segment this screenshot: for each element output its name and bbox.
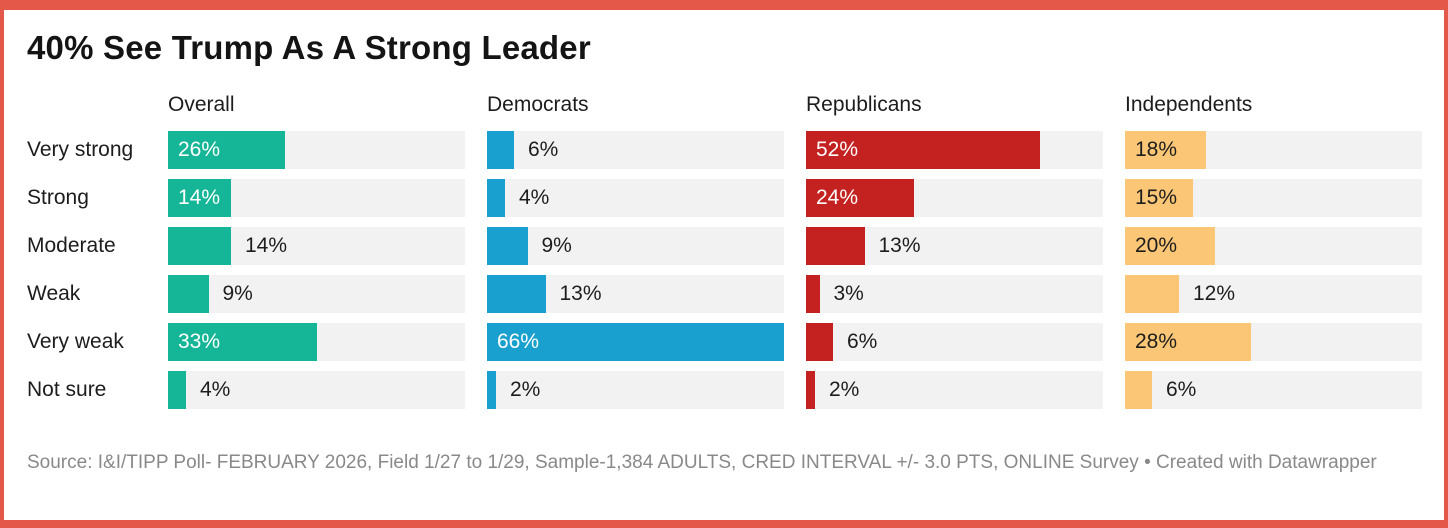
bar	[487, 371, 496, 409]
bar-track: 12%	[1125, 275, 1422, 313]
bar: 26%	[168, 131, 285, 169]
bar-value-label: 12%	[1193, 282, 1236, 305]
chart-title: 40% See Trump As A Strong Leader	[27, 29, 591, 66]
bar-track: 28%	[1125, 323, 1422, 361]
bar-track: 14%	[168, 227, 465, 265]
bar: 52%	[806, 131, 1040, 169]
bar	[806, 275, 820, 313]
bar-track: 6%	[1125, 371, 1422, 409]
bar-value-label: 13%	[559, 282, 602, 305]
bar-track: 9%	[168, 275, 465, 313]
bar: 15%	[1125, 179, 1193, 217]
column-header-republicans: Republicans	[806, 93, 922, 116]
bar-track: 18%	[1125, 131, 1422, 169]
row-label: Very weak	[27, 330, 124, 353]
bar-value-label: 2%	[510, 378, 541, 401]
bar-value-label: 9%	[541, 234, 572, 257]
grouped-bar-chart: Overall Democrats Republicans Independents V…	[27, 93, 1422, 409]
bar	[806, 371, 815, 409]
bar-value-label: 24%	[816, 186, 859, 209]
bar: 28%	[1125, 323, 1251, 361]
bar	[806, 323, 833, 361]
bar	[487, 131, 514, 169]
row-label: Moderate	[27, 234, 116, 257]
bar	[168, 227, 231, 265]
bar-track: 13%	[806, 227, 1103, 265]
bar-track: 13%	[487, 275, 784, 313]
bar-value-label: 18%	[1135, 138, 1178, 161]
bar: 66%	[487, 323, 784, 361]
bar-track: 20%	[1125, 227, 1422, 265]
bar	[806, 227, 865, 265]
bar-track: 24%	[806, 179, 1103, 217]
bar	[168, 275, 209, 313]
column-header-democrats: Democrats	[487, 93, 589, 116]
bar-value-label: 6%	[847, 330, 878, 353]
bar-track: 4%	[168, 371, 465, 409]
bar-track: 9%	[487, 227, 784, 265]
row-label: Very strong	[27, 138, 134, 161]
bar-value-label: 15%	[1135, 186, 1178, 209]
bar	[487, 275, 546, 313]
bar-value-label: 14%	[245, 234, 288, 257]
bar-track: 14%	[168, 179, 465, 217]
bar-track: 2%	[806, 371, 1103, 409]
bar	[1125, 371, 1152, 409]
bar-value-label: 20%	[1135, 234, 1178, 257]
bar-value-label: 4%	[519, 186, 550, 209]
bar-track: 52%	[806, 131, 1103, 169]
bar-value-label: 52%	[816, 138, 859, 161]
column-header-independents: Independents	[1125, 93, 1253, 116]
row-label: Weak	[27, 282, 81, 305]
bar-track: 15%	[1125, 179, 1422, 217]
bar	[1125, 275, 1179, 313]
bar-value-label: 6%	[528, 138, 559, 161]
bar-value-label: 6%	[1166, 378, 1197, 401]
bar-track: 3%	[806, 275, 1103, 313]
bar-track: 26%	[168, 131, 465, 169]
bar-track: 6%	[487, 131, 784, 169]
bar-track: 2%	[487, 371, 784, 409]
bar-value-label: 28%	[1135, 330, 1178, 353]
source-caption: Source: I&I/TIPP Poll- FEBRUARY 2026, Fi…	[27, 452, 1377, 473]
bar-value-label: 14%	[178, 186, 221, 209]
chart-body: 40% See Trump As A Strong Leader Overall…	[4, 10, 1444, 476]
bar	[168, 371, 186, 409]
bar-value-label: 33%	[178, 330, 221, 353]
bar	[487, 227, 528, 265]
bar: 14%	[168, 179, 231, 217]
bar-value-label: 9%	[222, 282, 253, 305]
bar	[487, 179, 505, 217]
bar-track: 66%	[487, 323, 784, 361]
bar-track: 6%	[806, 323, 1103, 361]
bar: 33%	[168, 323, 317, 361]
bar: 24%	[806, 179, 914, 217]
bar-value-label: 4%	[200, 378, 231, 401]
bar-value-label: 2%	[829, 378, 860, 401]
bar: 20%	[1125, 227, 1215, 265]
row-label: Not sure	[27, 378, 107, 401]
bar-value-label: 3%	[833, 282, 864, 305]
bar-value-label: 13%	[878, 234, 921, 257]
bar: 18%	[1125, 131, 1206, 169]
row-label: Strong	[27, 186, 89, 209]
column-header-overall: Overall	[168, 93, 235, 116]
bar-track: 33%	[168, 323, 465, 361]
bar-value-label: 26%	[178, 138, 221, 161]
bar-track: 4%	[487, 179, 784, 217]
bar-value-label: 66%	[497, 330, 540, 353]
